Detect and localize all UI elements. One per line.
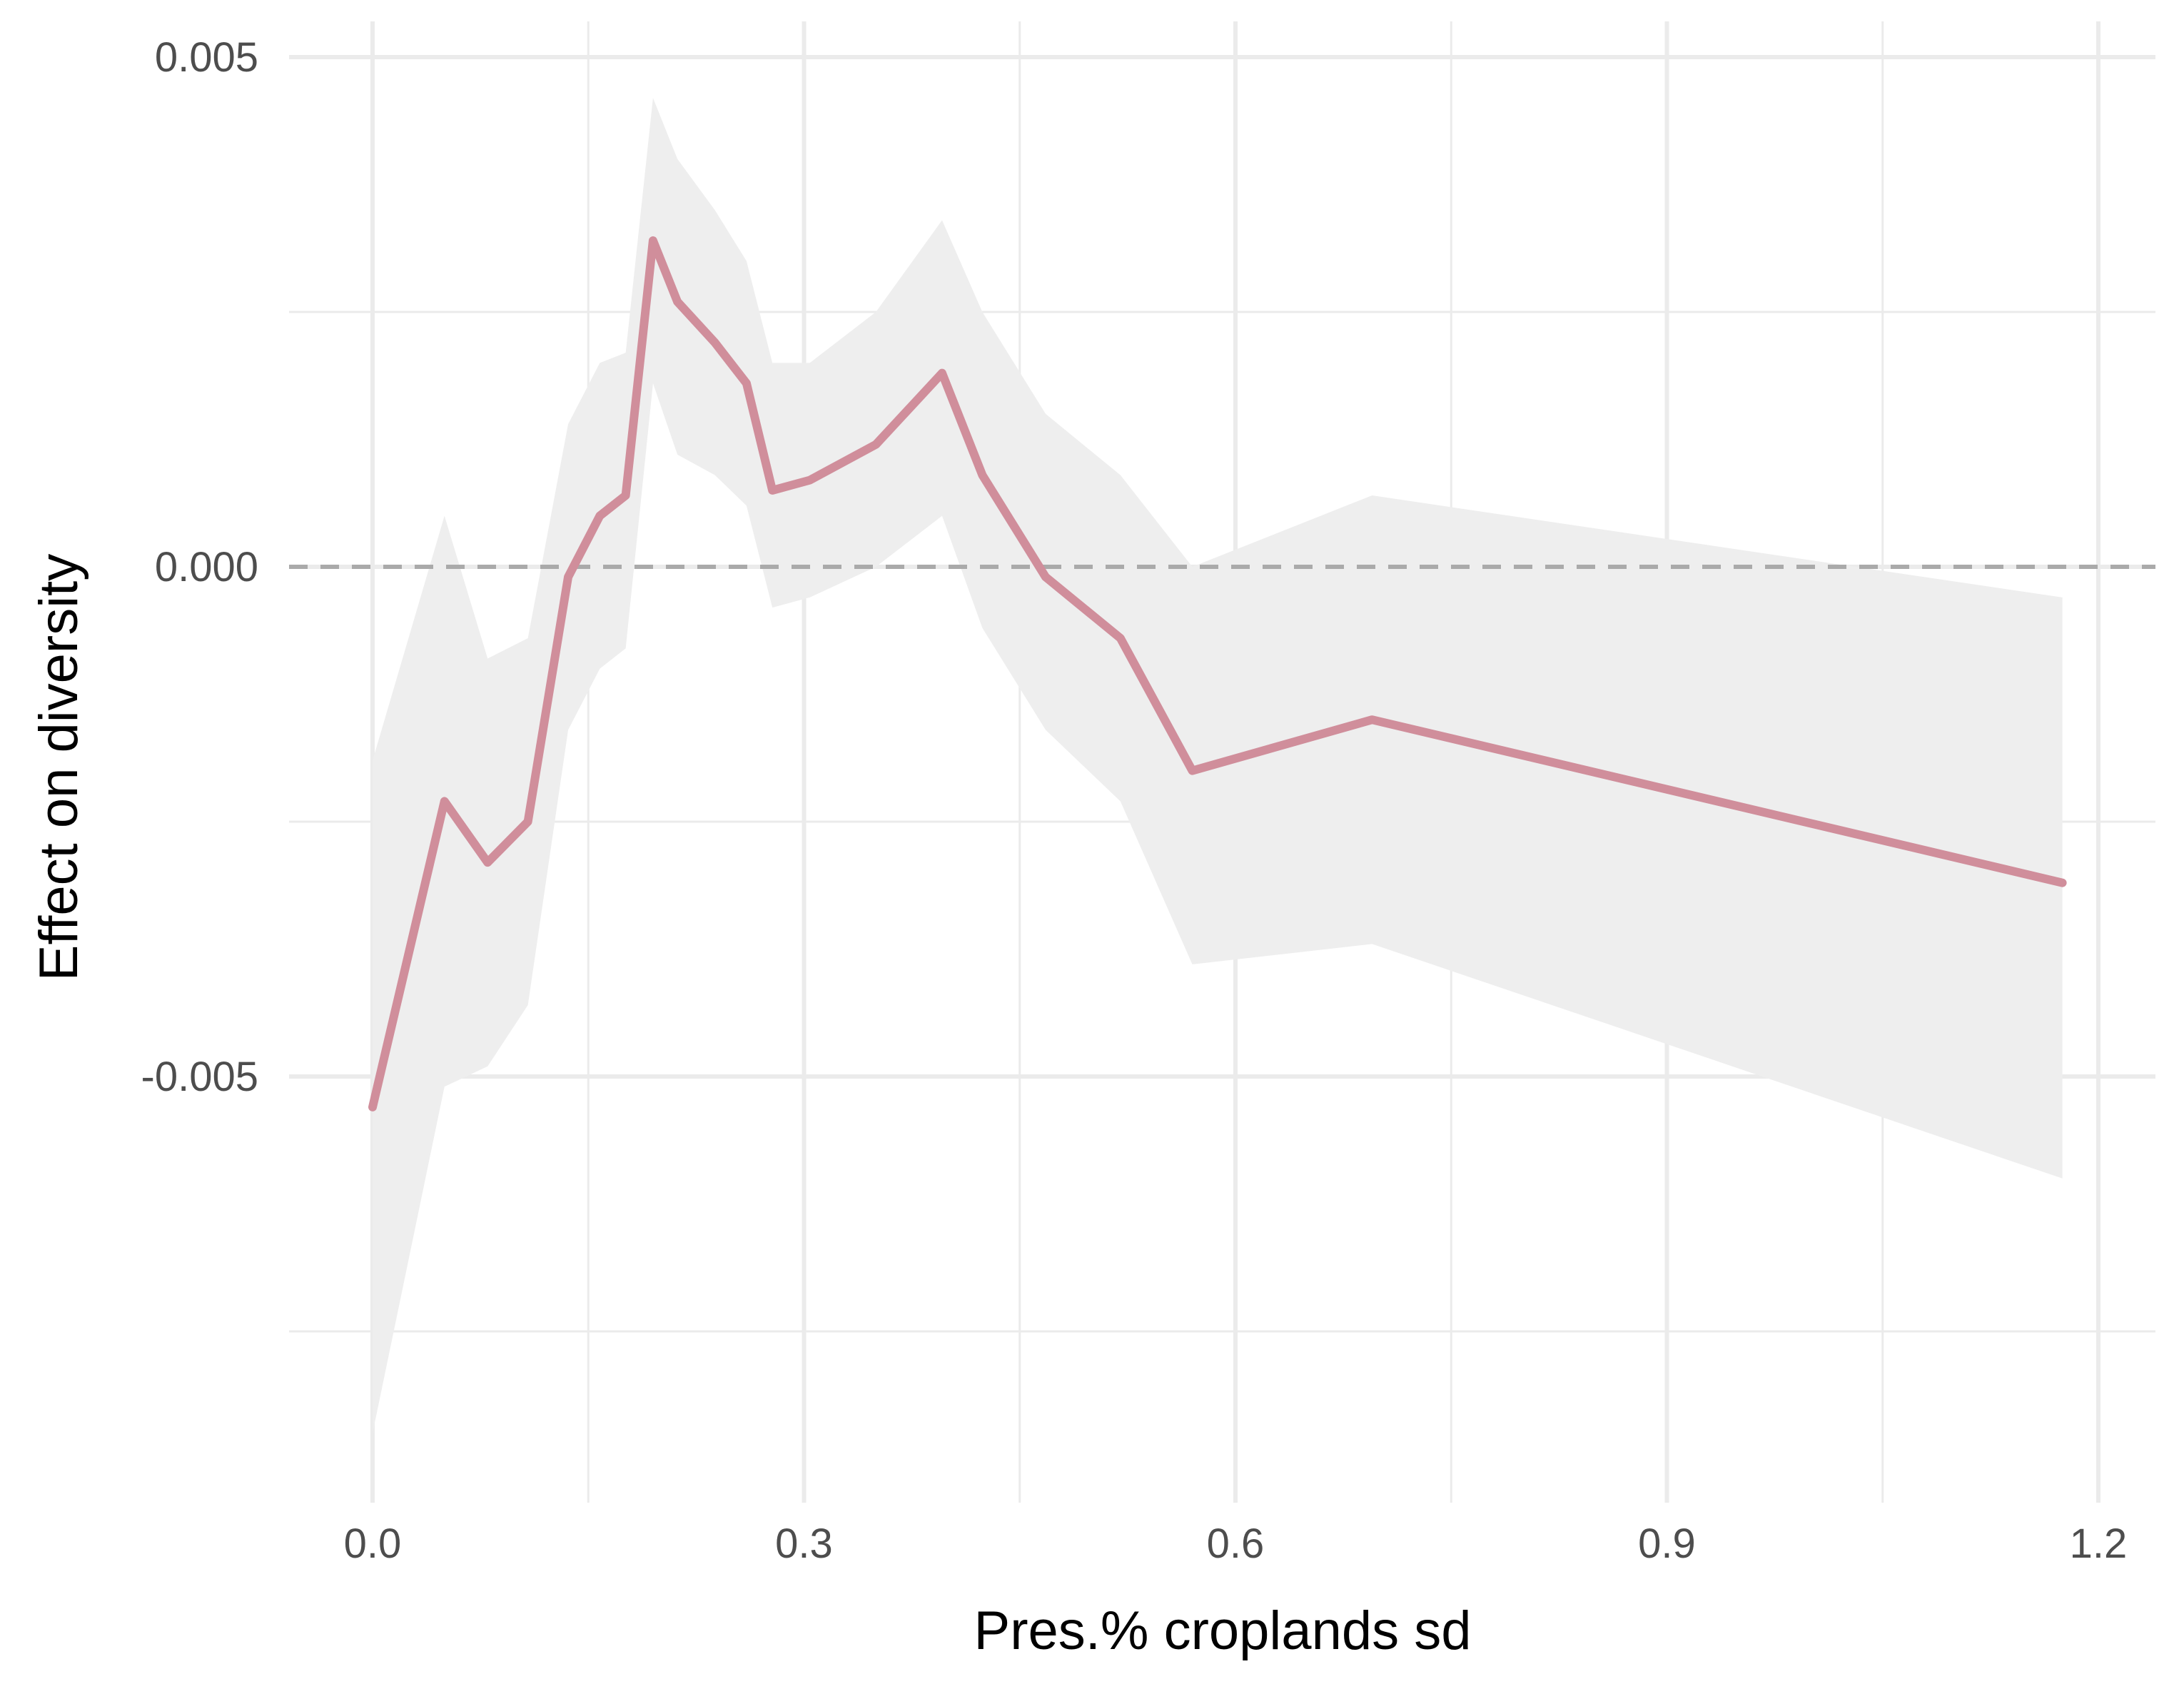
x-tick-label: 1.2: [2070, 1521, 2128, 1567]
y-axis-title: Effect on diversity: [29, 554, 89, 981]
y-tick-label: 0.005: [155, 34, 258, 81]
x-tick-label: 0.3: [775, 1521, 833, 1567]
x-tick-label: 0.9: [1638, 1521, 1696, 1567]
y-axis-tick-labels: -0.005 0.000 0.005: [141, 34, 258, 1100]
x-axis-tick-labels: 0.0 0.3 0.6 0.9 1.2: [344, 1521, 2128, 1567]
x-tick-label: 0.6: [1207, 1521, 1265, 1567]
y-tick-label: 0.000: [155, 544, 258, 590]
x-tick-label: 0.0: [344, 1521, 402, 1567]
y-tick-label: -0.005: [141, 1054, 258, 1100]
effect-line: [368, 236, 2067, 1111]
x-axis-title: Pres.% croplands sd: [974, 1600, 1472, 1661]
